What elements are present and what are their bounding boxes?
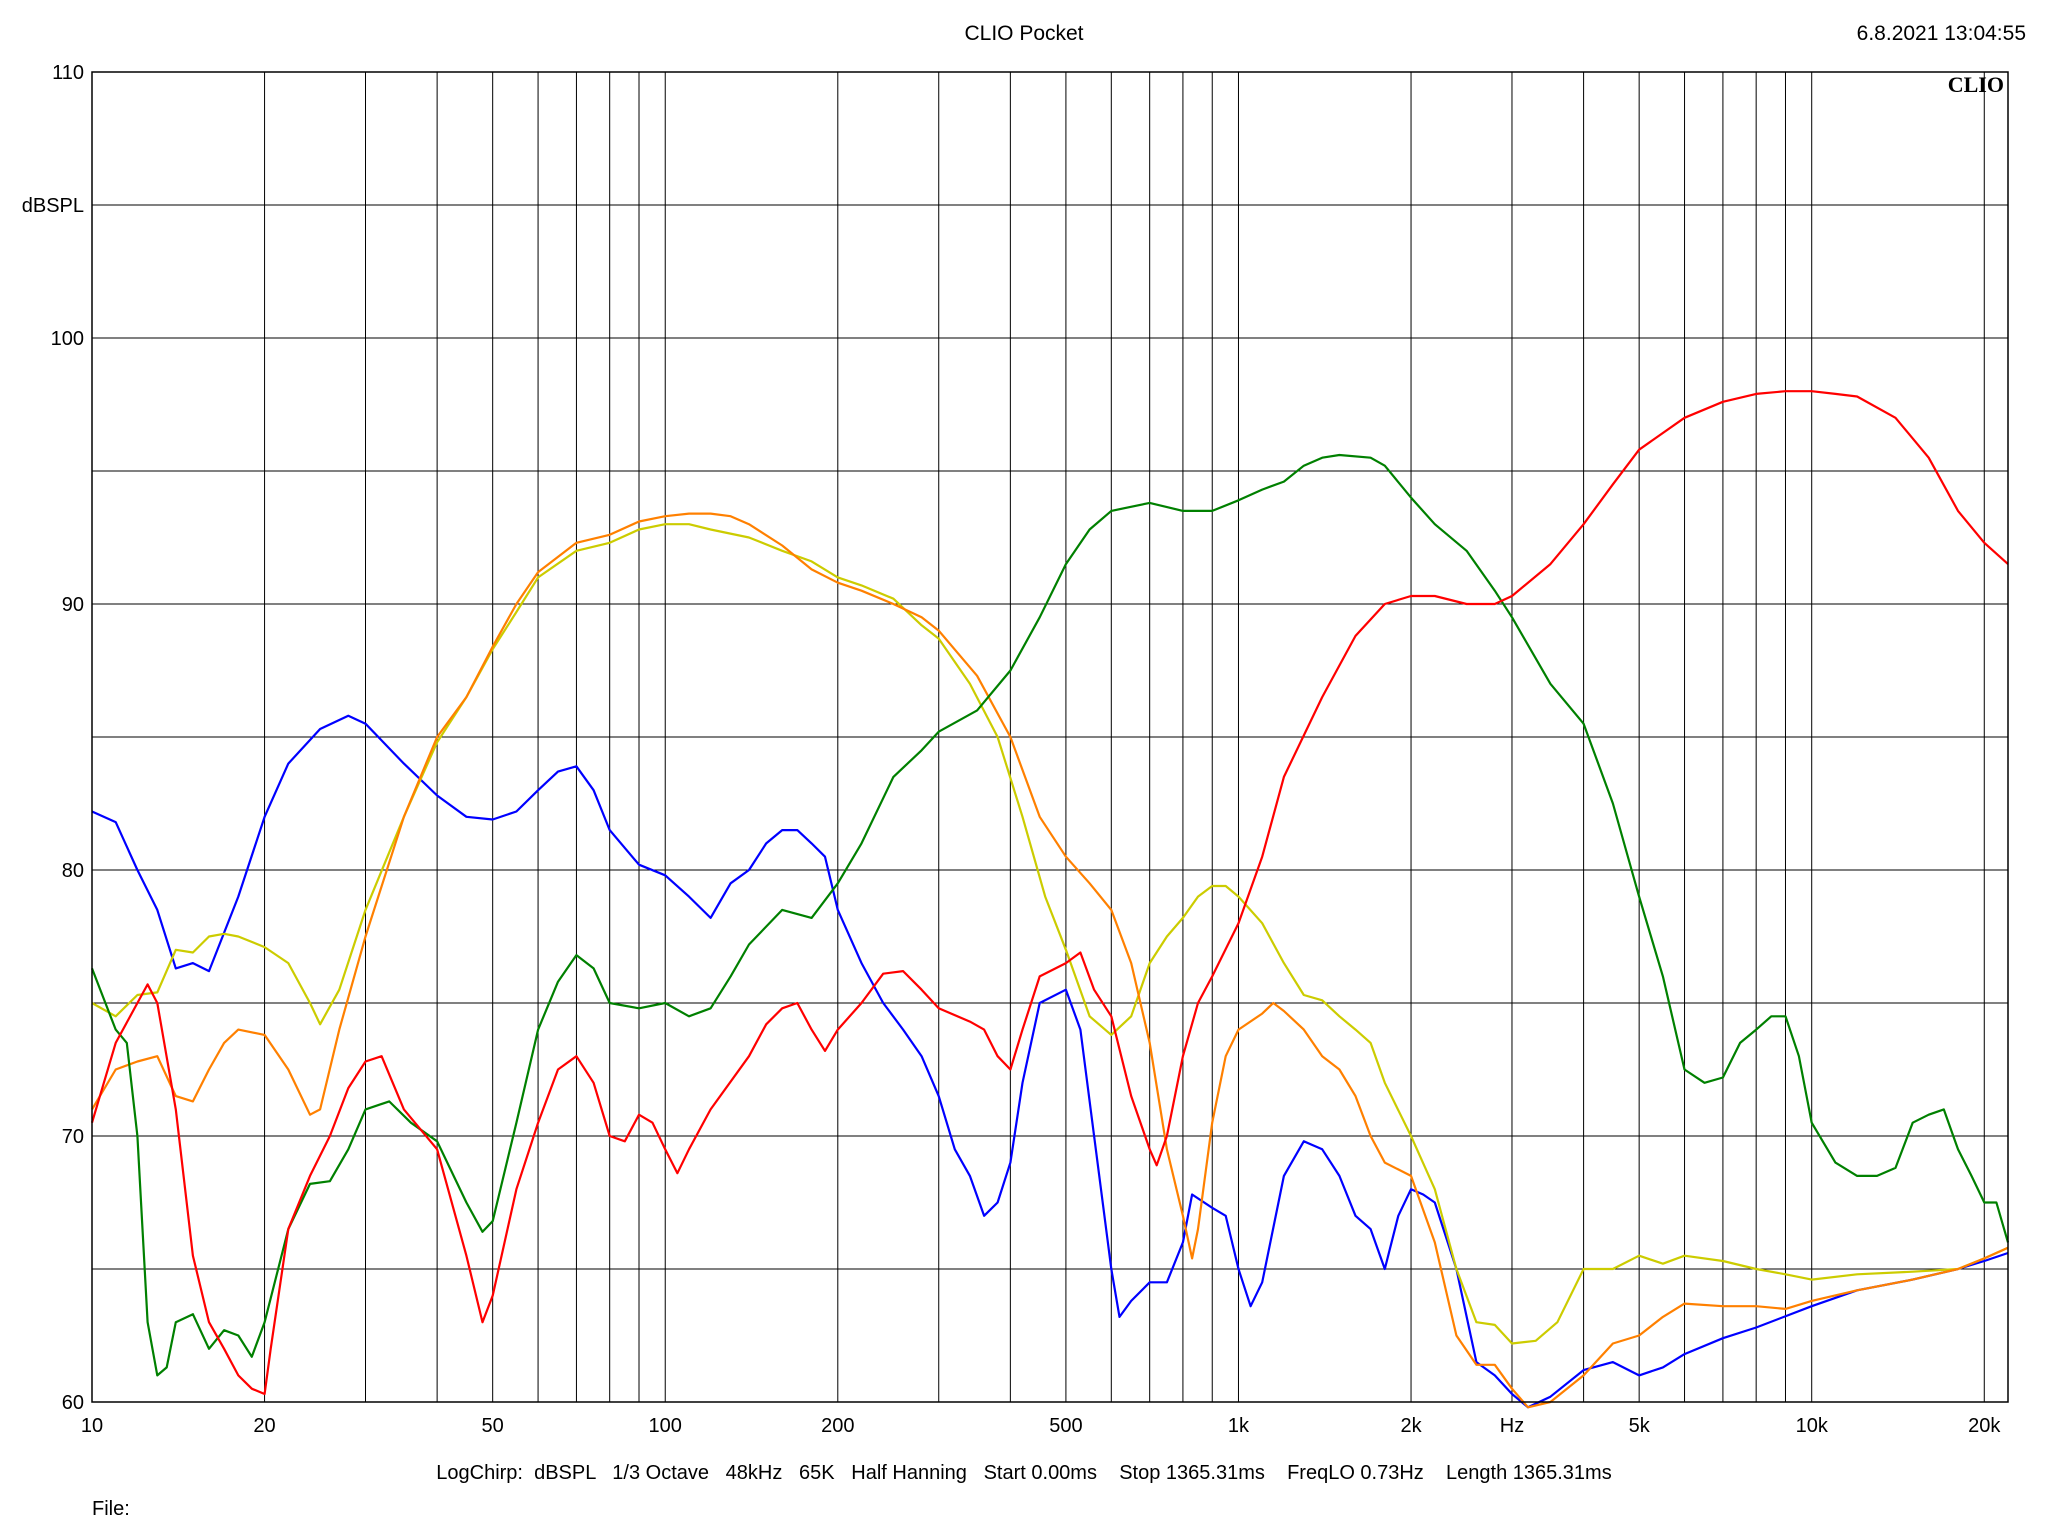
x-tick-label: 2k bbox=[1400, 1415, 1422, 1437]
y-tick-label: 110 bbox=[52, 62, 84, 84]
y-tick-label: 80 bbox=[62, 860, 84, 882]
plot-frame bbox=[91, 71, 2009, 1403]
x-tick-label: 1k bbox=[1228, 1415, 1250, 1437]
plot-series bbox=[90, 390, 2010, 1409]
x-tick-label: 500 bbox=[1049, 1415, 1082, 1437]
y-tick-label: dBSPL bbox=[22, 195, 84, 217]
y-tick-label: 60 bbox=[62, 1392, 84, 1414]
y-tick-label: 70 bbox=[62, 1126, 84, 1148]
y-tick-label: 90 bbox=[62, 594, 84, 616]
x-tick-label: 10k bbox=[1796, 1415, 1829, 1437]
series-line-5 bbox=[90, 390, 2009, 1396]
x-tick-label: 200 bbox=[821, 1415, 854, 1437]
chart-title: CLIO Pocket bbox=[964, 22, 1084, 45]
clio-logo: CLIO bbox=[1948, 72, 2004, 97]
x-tick-label: 5k bbox=[1629, 1415, 1651, 1437]
timestamp: 6.8.2021 13:04:55 bbox=[1856, 22, 2026, 45]
x-tick-label: 10 bbox=[81, 1415, 103, 1437]
series-line-2 bbox=[91, 523, 2009, 1345]
x-tick-label: Hz bbox=[1500, 1415, 1524, 1437]
y-tick-label: 100 bbox=[51, 328, 84, 350]
x-tick-label: 20k bbox=[1968, 1415, 2001, 1437]
measurement-settings: LogChirp: dBSPL 1/3 Octave 48kHz 65K Hal… bbox=[436, 1462, 1612, 1484]
series-line-1 bbox=[91, 714, 2009, 1409]
series-line-3 bbox=[91, 512, 2009, 1409]
x-tick-label: 20 bbox=[253, 1415, 275, 1437]
grid-lines bbox=[92, 72, 2008, 1402]
x-tick-label: 50 bbox=[482, 1415, 504, 1437]
series-line-4 bbox=[90, 453, 2010, 1377]
file-label: File: bbox=[92, 1498, 130, 1520]
x-tick-label: 100 bbox=[649, 1415, 682, 1437]
